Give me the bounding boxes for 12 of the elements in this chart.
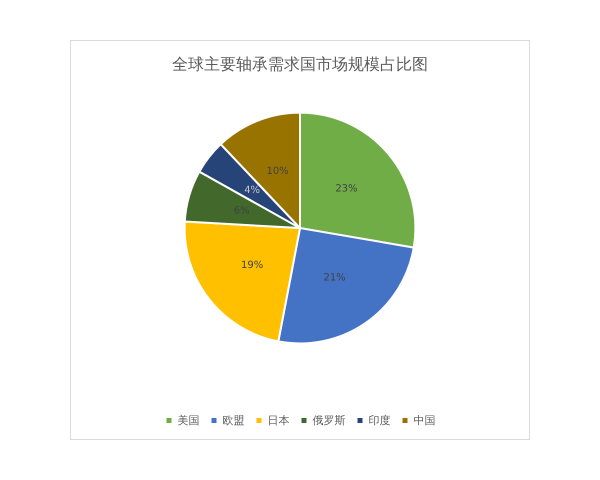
- data-label: 19%: [241, 260, 264, 271]
- data-label: 10%: [266, 166, 289, 178]
- legend-label: 欧盟: [222, 414, 244, 427]
- legend-label: 印度: [368, 414, 390, 427]
- legend-label: 日本: [268, 414, 290, 427]
- data-label: 23%: [335, 183, 358, 194]
- legend-label: 美国: [178, 414, 200, 427]
- legend-label: 中国: [414, 414, 436, 427]
- chart-title: 全球主要轴承需求国市场规模占比图: [172, 54, 428, 74]
- data-label: 21%: [323, 272, 346, 284]
- data-label: 4%: [244, 185, 260, 196]
- legend-label: 俄罗斯: [312, 414, 346, 427]
